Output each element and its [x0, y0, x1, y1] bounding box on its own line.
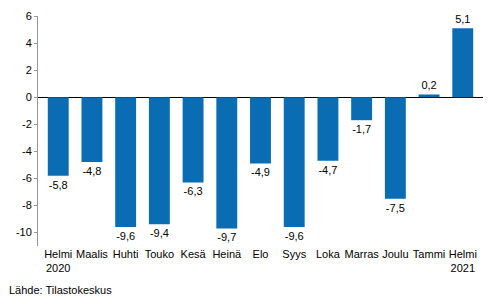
svg-text:-6,3: -6,3	[184, 185, 203, 197]
svg-text:Helmi2021: Helmi2021	[449, 248, 477, 274]
svg-text:2: 2	[26, 64, 32, 76]
svg-text:Touko: Touko	[145, 248, 174, 260]
svg-text:-9,6: -9,6	[285, 230, 304, 242]
svg-text:-4,9: -4,9	[251, 166, 270, 178]
svg-text:-9,6: -9,6	[116, 230, 135, 242]
svg-text:-4: -4	[22, 145, 32, 157]
svg-text:Tammi: Tammi	[413, 248, 445, 260]
svg-text:0,2: 0,2	[421, 79, 436, 91]
svg-text:-5,8: -5,8	[49, 179, 68, 191]
svg-text:Maalis: Maalis	[76, 248, 108, 260]
svg-text:-4,7: -4,7	[318, 164, 337, 176]
svg-text:Loka: Loka	[316, 248, 341, 260]
svg-text:Syys: Syys	[282, 248, 306, 260]
svg-text:-7,5: -7,5	[386, 202, 405, 214]
svg-text:-6: -6	[22, 172, 32, 184]
svg-text:Elo: Elo	[253, 248, 269, 260]
svg-text:Helmi2020: Helmi2020	[44, 248, 72, 274]
svg-text:-8: -8	[22, 199, 32, 211]
svg-text:Huhti: Huhti	[113, 248, 139, 260]
svg-text:0: 0	[26, 91, 32, 103]
svg-text:-4,8: -4,8	[82, 165, 101, 177]
svg-text:5,1: 5,1	[455, 13, 470, 25]
svg-text:4: 4	[26, 37, 32, 49]
svg-text:-1,7: -1,7	[352, 123, 371, 135]
svg-text:Heinä: Heinä	[212, 248, 242, 260]
svg-text:Marras: Marras	[345, 248, 380, 260]
svg-text:-9,4: -9,4	[150, 227, 169, 239]
svg-text:Lähde: Tilastokeskus: Lähde: Tilastokeskus	[9, 284, 112, 296]
svg-text:-10: -10	[16, 226, 32, 238]
svg-text:-2: -2	[22, 118, 32, 130]
svg-text:Kesä: Kesä	[181, 248, 207, 260]
svg-text:Joulu: Joulu	[382, 248, 408, 260]
svg-text:6: 6	[26, 10, 32, 22]
svg-text:-9,7: -9,7	[217, 231, 236, 243]
